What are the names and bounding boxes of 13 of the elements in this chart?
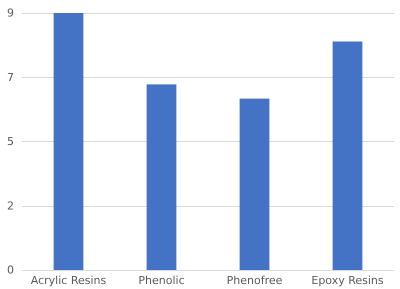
x-tick-label: Epoxy Resins bbox=[311, 274, 384, 287]
y-tick-label: 7 bbox=[7, 70, 14, 84]
y-tick-label: 9 bbox=[7, 6, 14, 20]
bar bbox=[146, 84, 176, 270]
x-tick-label: Acrylic Resins bbox=[30, 274, 106, 287]
y-tick-label: 2 bbox=[7, 199, 14, 212]
bar bbox=[240, 98, 270, 270]
bar bbox=[332, 42, 362, 270]
bar bbox=[54, 13, 84, 270]
x-tick-label: Phenofree bbox=[226, 274, 283, 287]
y-tick-label: 0 bbox=[7, 264, 14, 276]
y-tick-label: 5 bbox=[7, 135, 14, 148]
x-tick-label: Phenolic bbox=[138, 274, 185, 287]
